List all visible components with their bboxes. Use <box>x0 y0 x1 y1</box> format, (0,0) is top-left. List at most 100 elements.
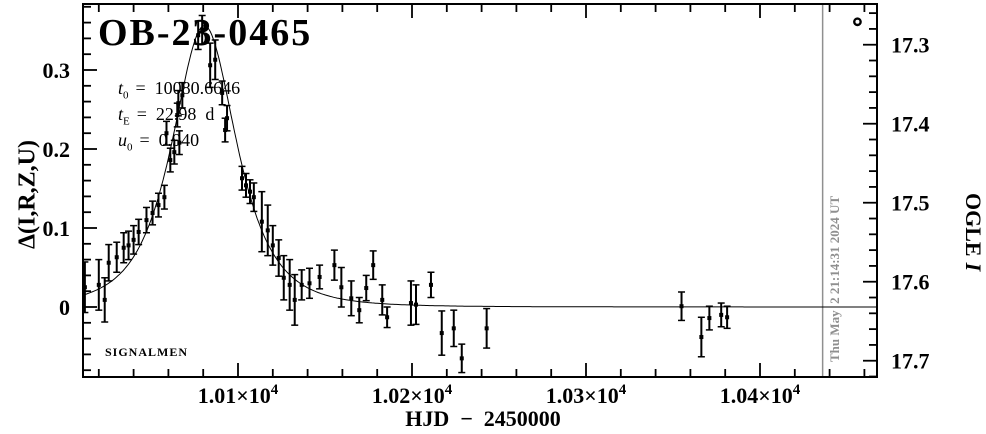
y-right-tick-label: 17.3 <box>891 33 930 58</box>
x-tick-label: 1.01×104 <box>198 382 279 408</box>
data-points <box>83 14 731 374</box>
data-point-errorbar <box>218 80 226 106</box>
data-point-errorbar <box>246 179 254 205</box>
open-circle-marker <box>853 17 862 27</box>
data-point-errorbar <box>105 243 113 282</box>
data-point-errorbar <box>174 89 182 117</box>
data-point-errorbar <box>135 218 143 246</box>
data-point-errorbar <box>347 280 355 317</box>
data-point-errorbar <box>369 250 377 281</box>
left-axis-label: Δ(I,R,Z,U) <box>14 139 41 250</box>
x-tick-label: 1.03×104 <box>546 382 627 408</box>
data-point-errorbar <box>206 42 214 89</box>
data-point-errorbar <box>142 206 150 234</box>
data-point-errorbar <box>95 258 103 311</box>
x-axis-tick-labels: 1.01×104 1.02×104 1.03×104 1.04×104 <box>198 382 801 408</box>
data-point-errorbar <box>427 271 435 299</box>
param-symbol: t <box>118 104 124 124</box>
y-left-tick-label: 0.2 <box>43 137 71 162</box>
data-point-errorbar <box>355 296 363 324</box>
param-tE: tE = 22.98 d <box>100 83 214 149</box>
y-right-ticks <box>863 12 877 378</box>
right-axis-label: OGLE I <box>934 171 986 271</box>
data-point-errorbar <box>83 261 89 314</box>
data-point-errorbar <box>221 117 229 143</box>
y-right-tick-labels: 17.3 17.4 17.5 17.6 17.7 <box>891 33 930 374</box>
current-time-annotation: Thu May 2 21:14:31 2024 UT <box>827 195 842 362</box>
param-value: = 22.98 d <box>136 104 215 124</box>
data-point-errorbar <box>316 264 324 290</box>
right-axis-label-italic: I <box>961 262 986 272</box>
data-point-errorbar <box>250 182 258 213</box>
data-point-errorbar <box>113 241 121 273</box>
y-left-ticks <box>83 5 97 372</box>
data-point-errorbar <box>211 39 219 81</box>
data-point-errorbar <box>242 172 250 198</box>
x-axis-label: HJD − 2450000 <box>405 406 561 431</box>
data-point-errorbar <box>258 190 266 253</box>
data-point-errorbar <box>407 280 415 326</box>
data-point-errorbar <box>723 305 731 330</box>
data-point-errorbar <box>162 120 170 146</box>
data-point-errorbar <box>264 204 272 257</box>
signalmen-watermark: SIGNALMEN <box>105 345 189 359</box>
y-left-tick-label: 0 <box>59 295 70 320</box>
data-point-errorbar <box>362 274 370 302</box>
data-point-errorbar <box>298 269 306 301</box>
y-right-tick-label: 17.7 <box>891 349 930 374</box>
data-point-errorbar <box>275 239 283 277</box>
data-point-errorbar <box>291 273 299 326</box>
data-point-errorbar <box>178 81 186 109</box>
x-tick-label: 1.04×104 <box>720 382 801 408</box>
data-point-errorbar <box>717 302 725 328</box>
param-subscript: E <box>123 115 130 128</box>
x-tick-label: 1.02×104 <box>372 382 453 408</box>
data-point-errorbar <box>438 310 446 356</box>
data-point-errorbar <box>154 192 162 218</box>
y-left-tick-label: 0.1 <box>43 216 71 241</box>
data-point-errorbar <box>286 258 294 311</box>
data-point-errorbar <box>458 343 466 374</box>
param-symbol: u <box>118 130 127 150</box>
data-point-errorbar <box>337 266 345 308</box>
data-point-errorbar <box>170 139 178 165</box>
param-subscript: 0 <box>127 141 133 154</box>
data-point-errorbar <box>697 316 705 358</box>
param-symbol: t <box>118 78 124 98</box>
data-point-errorbar <box>130 224 138 255</box>
right-axis-label-roman: OGLE <box>961 193 986 257</box>
data-point-errorbar <box>330 249 338 281</box>
data-point-errorbar <box>120 231 128 264</box>
y-right-tick-label: 17.6 <box>891 270 930 295</box>
data-point-errorbar <box>483 307 491 349</box>
param-value: = 0.940 <box>139 130 200 150</box>
data-point-errorbar <box>198 14 206 45</box>
x-axis-ticks <box>97 4 866 377</box>
data-point-errorbar <box>378 284 386 316</box>
data-point-errorbar <box>175 130 183 156</box>
plot-frame <box>82 3 878 378</box>
data-point-errorbar <box>149 200 157 226</box>
y-left-tick-labels: 0 0.1 0.2 0.3 <box>43 58 71 320</box>
data-point-errorbar <box>705 305 713 331</box>
y-left-tick-label: 0.3 <box>43 58 71 83</box>
special-point <box>853 17 862 27</box>
data-point-errorbar <box>306 267 314 300</box>
param-u0: u0 = 0.940 <box>100 109 199 175</box>
y-right-tick-label: 17.5 <box>891 191 930 216</box>
data-point-errorbar <box>166 147 174 173</box>
data-point-errorbar <box>238 165 246 191</box>
data-point-errorbar <box>269 224 277 266</box>
data-point-errorbar <box>125 230 133 261</box>
data-point-errorbar <box>412 284 420 326</box>
param-subscript: 0 <box>123 89 129 102</box>
data-point-errorbar <box>101 277 109 323</box>
data-point-errorbar <box>450 309 458 348</box>
y-right-tick-label: 17.4 <box>891 112 930 137</box>
data-point-errorbar <box>280 254 288 301</box>
data-point-errorbar <box>383 306 391 329</box>
param-value: = 10080.6646 <box>135 78 241 98</box>
data-point-errorbar <box>160 184 168 210</box>
